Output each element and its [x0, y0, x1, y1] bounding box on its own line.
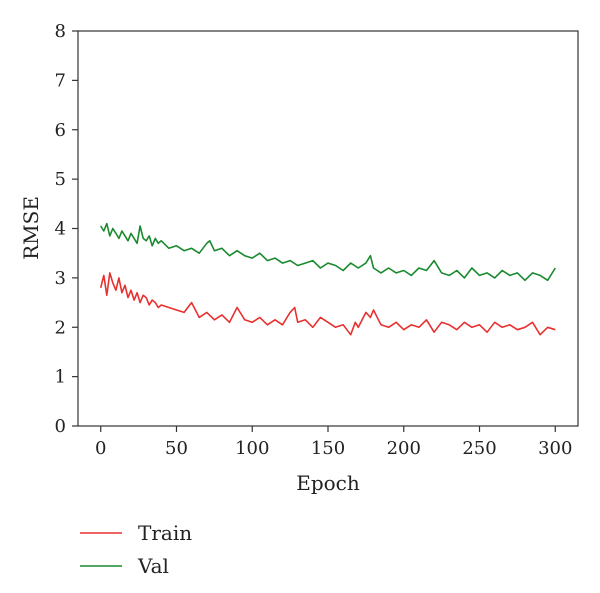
x-tick-label: 0 — [95, 438, 106, 459]
x-axis-ticks: 0 50 100 150 200 250 300 — [95, 426, 572, 459]
x-tick-label: 250 — [462, 438, 496, 459]
x-axis-label: Epoch — [296, 471, 360, 495]
series-lines — [99, 222, 556, 336]
y-tick-label: 7 — [55, 70, 66, 91]
legend-label-val: Val — [137, 554, 169, 578]
y-axis-label: RMSE — [19, 196, 43, 260]
y-tick-label: 8 — [55, 21, 66, 42]
y-tick-label: 0 — [55, 416, 66, 437]
x-tick-label: 200 — [387, 438, 421, 459]
legend-label-train: Train — [138, 521, 192, 545]
legend: Train Val — [80, 521, 192, 578]
y-axis-ticks: 0 1 2 3 4 5 6 7 8 — [55, 21, 78, 437]
plot-frame — [77, 30, 579, 427]
y-tick-label: 1 — [55, 367, 66, 388]
series-line-val — [100, 222, 556, 282]
x-tick-label: 100 — [235, 438, 269, 459]
y-tick-label: 3 — [55, 268, 66, 289]
y-tick-label: 6 — [55, 120, 66, 141]
x-tick-label: 50 — [165, 438, 188, 459]
series-line-train — [99, 272, 556, 336]
x-tick-label: 300 — [538, 438, 572, 459]
y-tick-label: 2 — [55, 317, 66, 338]
y-tick-label: 4 — [55, 219, 66, 240]
y-tick-label: 5 — [55, 169, 66, 190]
x-tick-label: 150 — [311, 438, 345, 459]
